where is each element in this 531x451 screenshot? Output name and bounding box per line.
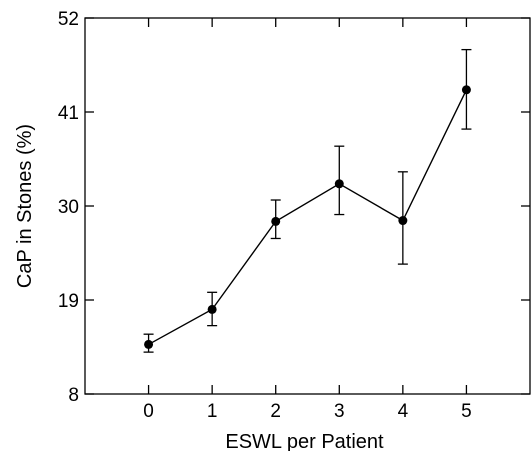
y-tick-label: 30 — [58, 197, 79, 218]
x-tick-label: 4 — [398, 401, 409, 422]
x-axis-title: ESWL per Patient — [225, 431, 384, 451]
data-point — [334, 179, 344, 189]
data-point — [271, 216, 281, 226]
x-tick-labels: 0 1 2 3 4 5 — [143, 401, 471, 422]
data-point — [207, 304, 217, 314]
x-tick-label: 1 — [207, 401, 218, 422]
data-point — [398, 216, 408, 226]
x-tick-label: 3 — [334, 401, 345, 422]
x-tick-label: 0 — [143, 401, 154, 422]
y-tick-label: 41 — [58, 103, 79, 124]
series-group — [143, 48, 472, 353]
x-tick-label: 5 — [461, 401, 472, 422]
y-axis-title: CaP in Stones (%) — [14, 124, 36, 288]
x-tick-label: 2 — [270, 401, 281, 422]
y-tick-label: 8 — [68, 385, 79, 406]
plot-frame — [84, 17, 531, 395]
y-tick-label: 52 — [58, 9, 79, 30]
y-tick-labels: 8 19 30 41 52 — [58, 9, 79, 406]
series-line — [148, 89, 468, 346]
y-tick-label: 19 — [58, 291, 79, 312]
data-point — [144, 339, 154, 349]
plot-area-border — [84, 17, 531, 395]
data-point — [461, 85, 471, 95]
axis-ticks — [85, 17, 530, 395]
